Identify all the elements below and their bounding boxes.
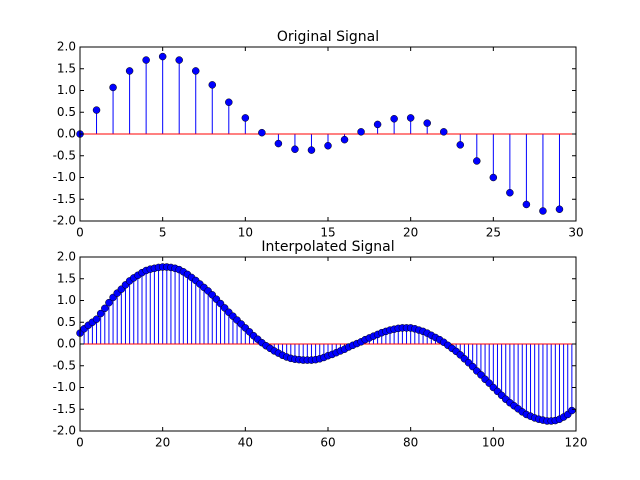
stem-marker bbox=[406, 114, 415, 122]
stem-marker bbox=[506, 188, 514, 197]
y-tick-label: 0.0 bbox=[57, 337, 76, 351]
stem-marker bbox=[539, 207, 547, 215]
stem-marker bbox=[142, 56, 150, 64]
stem-marker bbox=[109, 83, 117, 92]
y-tick-label: 1.0 bbox=[57, 83, 76, 97]
stem-marker bbox=[96, 309, 105, 318]
stem-marker bbox=[423, 119, 431, 127]
stem-marker bbox=[456, 141, 465, 149]
stem-marker bbox=[241, 114, 250, 122]
stem-marker bbox=[373, 120, 382, 129]
stem-marker bbox=[175, 56, 183, 64]
stem-marker bbox=[390, 115, 398, 123]
y-tick-label: 0.5 bbox=[57, 315, 76, 329]
stem-marker bbox=[92, 315, 101, 323]
y-tick-label: 1.5 bbox=[57, 61, 76, 75]
stem-marker bbox=[291, 145, 299, 153]
y-tick-label: 2.0 bbox=[57, 40, 76, 54]
x-tick-label: 60 bbox=[320, 436, 335, 450]
y-tick-label: 1.0 bbox=[57, 293, 76, 307]
x-tick-label: 0 bbox=[76, 436, 84, 450]
axes-frame bbox=[79, 46, 577, 222]
y-tick-label: -2.0 bbox=[53, 214, 76, 228]
x-tick-label: 20 bbox=[155, 436, 170, 450]
stem-marker bbox=[191, 67, 200, 75]
stem-marker bbox=[522, 200, 531, 209]
stem-marker bbox=[92, 106, 101, 114]
y-tick-label: -1.5 bbox=[53, 192, 76, 206]
stem-marker bbox=[568, 406, 576, 415]
x-tick-label: 30 bbox=[568, 226, 583, 240]
x-tick-label: 20 bbox=[403, 226, 418, 240]
stem-marker bbox=[101, 304, 109, 313]
x-tick-label: 10 bbox=[238, 226, 253, 240]
stem-marker bbox=[307, 146, 316, 154]
x-tick-label: 5 bbox=[159, 226, 167, 240]
x-tick-label: 100 bbox=[482, 436, 505, 450]
stem-marker bbox=[555, 205, 564, 214]
chart-title: Interpolated Signal bbox=[261, 239, 394, 255]
stem-marker bbox=[357, 128, 365, 136]
y-tick-label: 2.0 bbox=[57, 250, 76, 264]
axes-frame bbox=[79, 256, 577, 432]
stem-marker bbox=[473, 157, 481, 165]
stem-marker bbox=[340, 135, 349, 144]
stem-marker bbox=[208, 81, 217, 89]
x-tick-label: 15 bbox=[320, 226, 335, 240]
stem-marker bbox=[105, 298, 113, 307]
stem-marker bbox=[439, 128, 448, 136]
stem-marker bbox=[158, 52, 167, 61]
x-tick-label: 25 bbox=[486, 226, 501, 240]
x-tick-label: 0 bbox=[76, 226, 84, 240]
y-tick-label: -1.5 bbox=[53, 402, 76, 416]
y-tick-label: -2.0 bbox=[53, 424, 76, 438]
y-tick-label: -1.0 bbox=[53, 170, 76, 184]
stem-marker bbox=[489, 173, 498, 182]
stem-marker bbox=[258, 128, 266, 137]
y-tick-label: 0.0 bbox=[57, 127, 76, 141]
stem-marker bbox=[225, 98, 233, 106]
x-tick-label: 40 bbox=[238, 436, 253, 450]
y-tick-label: -0.5 bbox=[53, 148, 76, 162]
y-tick-label: 0.5 bbox=[57, 105, 76, 119]
chart-title: Original Signal bbox=[277, 29, 379, 45]
y-tick-label: -1.0 bbox=[53, 380, 76, 394]
y-tick-label: -0.5 bbox=[53, 358, 76, 372]
stem-marker bbox=[125, 67, 134, 75]
y-tick-label: 1.5 bbox=[57, 271, 76, 285]
x-tick-label: 80 bbox=[403, 436, 418, 450]
x-tick-label: 120 bbox=[565, 436, 588, 450]
stem-marker bbox=[324, 141, 332, 150]
stem-marker bbox=[274, 139, 283, 148]
